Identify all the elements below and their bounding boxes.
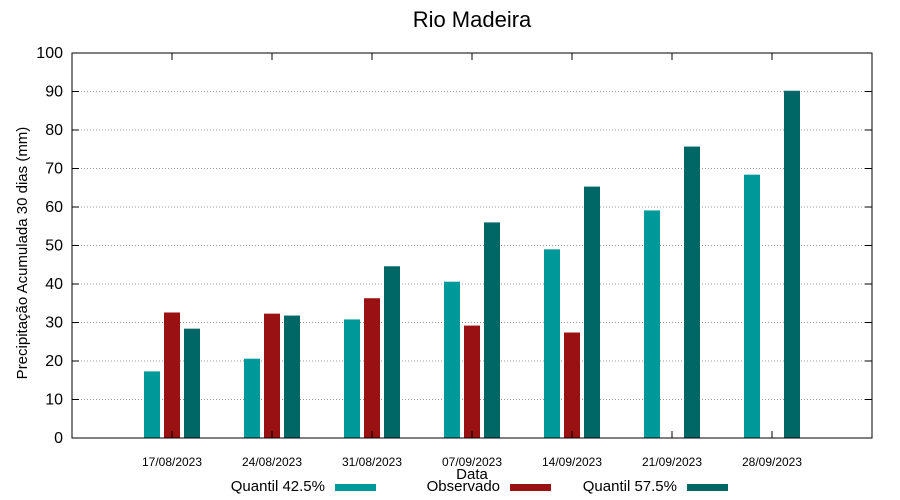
legend-label: Quantil 42.5% bbox=[231, 478, 325, 495]
bar-quantil-57-5 bbox=[384, 266, 400, 438]
legend-label: Quantil 57.5% bbox=[583, 478, 677, 495]
bar-quantil-42-5 bbox=[344, 319, 360, 438]
bar-quantil-57-5 bbox=[284, 315, 300, 438]
bar-quantil-42-5 bbox=[644, 210, 660, 438]
x-tick-label: 17/08/2023 bbox=[142, 455, 202, 469]
y-tick-label: 40 bbox=[45, 276, 63, 293]
bar-quantil-42-5 bbox=[244, 358, 260, 438]
x-tick-label: 14/09/2023 bbox=[542, 455, 602, 469]
legend-label: Observado bbox=[427, 478, 500, 495]
x-tick-label: 24/08/2023 bbox=[242, 455, 302, 469]
bar-quantil-57-5 bbox=[484, 222, 500, 438]
y-tick-label: 50 bbox=[45, 238, 63, 255]
x-tick-label: 07/09/2023 bbox=[442, 455, 502, 469]
bar-observado bbox=[464, 325, 480, 438]
bar-observado bbox=[364, 298, 380, 438]
bar-quantil-57-5 bbox=[784, 90, 800, 438]
legend-swatch bbox=[510, 484, 551, 491]
y-tick-label: 60 bbox=[45, 199, 63, 216]
x-tick-label: 31/08/2023 bbox=[342, 455, 402, 469]
legend-swatch bbox=[335, 484, 376, 491]
bar-quantil-57-5 bbox=[584, 186, 600, 438]
bar-quantil-42-5 bbox=[444, 281, 460, 438]
bar-quantil-42-5 bbox=[144, 371, 160, 438]
y-tick-label: 70 bbox=[45, 161, 63, 178]
bar-quantil-42-5 bbox=[544, 249, 560, 438]
bar-observado bbox=[264, 313, 280, 438]
y-tick-label: 10 bbox=[45, 392, 63, 409]
legend-swatch bbox=[687, 484, 728, 491]
y-tick-label: 80 bbox=[45, 122, 63, 139]
bars bbox=[144, 90, 800, 438]
x-axis-label: Data bbox=[456, 466, 488, 483]
bar-quantil-42-5 bbox=[744, 174, 760, 438]
x-tick-label: 28/09/2023 bbox=[742, 455, 802, 469]
bar-observado bbox=[564, 332, 580, 438]
y-axis-label: Precipitação Acumulada 30 dias (mm) bbox=[14, 127, 31, 380]
x-ticks: 17/08/2023 24/08/2023 31/08/2023 07/09/2023… bbox=[142, 53, 802, 469]
y-tick-label: 0 bbox=[54, 430, 63, 447]
chart-title: Rio Madeira bbox=[413, 7, 532, 32]
y-tick-label: 20 bbox=[45, 353, 63, 370]
bar-observado bbox=[164, 312, 180, 438]
y-tick-label: 100 bbox=[36, 45, 63, 62]
y-ticks: 0 10 20 30 40 50 60 70 80 90 100 bbox=[36, 45, 872, 447]
x-tick-label: 21/09/2023 bbox=[642, 455, 702, 469]
y-tick-label: 30 bbox=[45, 315, 63, 332]
bar-quantil-57-5 bbox=[684, 146, 700, 438]
y-tick-label: 90 bbox=[45, 84, 63, 101]
legend: Quantil 42.5% Observado Quantil 57.5% bbox=[231, 478, 728, 495]
bar-quantil-57-5 bbox=[184, 328, 200, 438]
